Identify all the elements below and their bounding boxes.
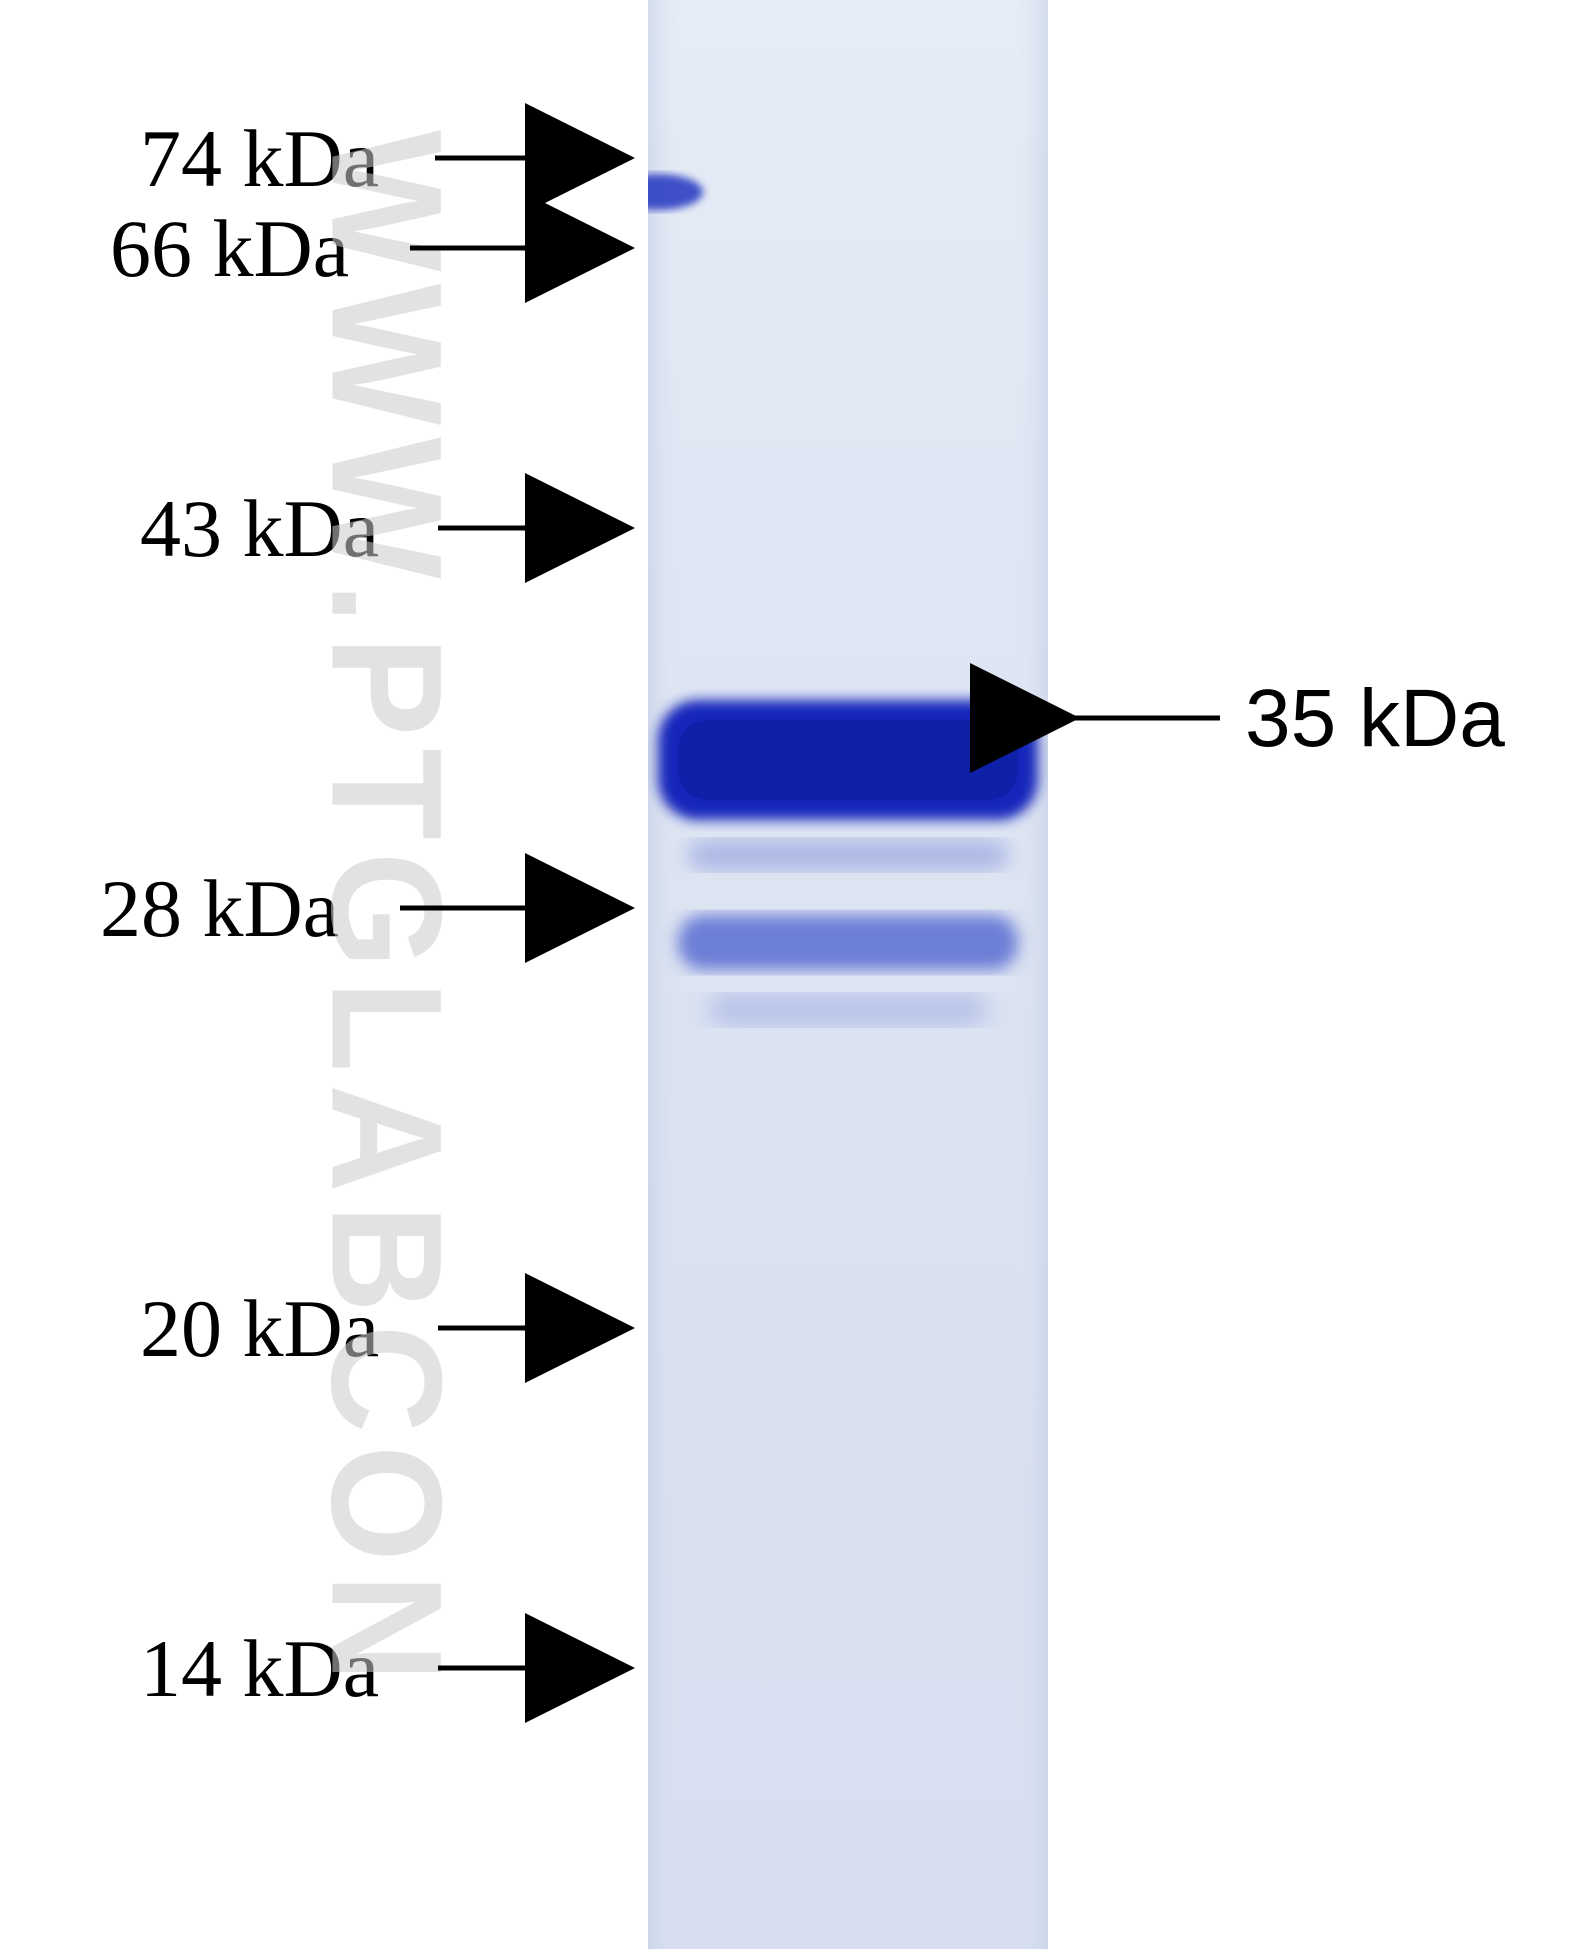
band-minor-2 bbox=[708, 995, 988, 1025]
band-main-35kda-core bbox=[678, 720, 1018, 800]
band-minor-1 bbox=[688, 840, 1008, 870]
band-28kda bbox=[678, 915, 1018, 970]
label-35kda: 35 kDa bbox=[1245, 672, 1505, 766]
gel-lane-svg bbox=[648, 0, 1048, 1949]
watermark-text: WWW.PTGLABCON bbox=[296, 130, 478, 1694]
gel-lane-container bbox=[648, 0, 1048, 1949]
